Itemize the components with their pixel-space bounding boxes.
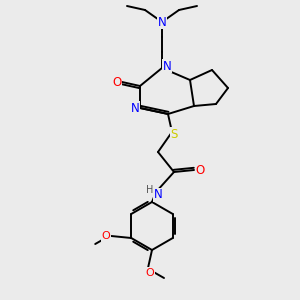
Text: N: N — [158, 16, 166, 28]
Text: O: O — [112, 76, 122, 88]
Text: O: O — [195, 164, 205, 176]
Text: S: S — [170, 128, 178, 140]
Text: O: O — [102, 231, 111, 241]
Text: N: N — [154, 188, 162, 202]
Text: O: O — [146, 268, 154, 278]
Text: H: H — [146, 185, 154, 195]
Text: N: N — [130, 101, 140, 115]
Text: N: N — [163, 59, 171, 73]
